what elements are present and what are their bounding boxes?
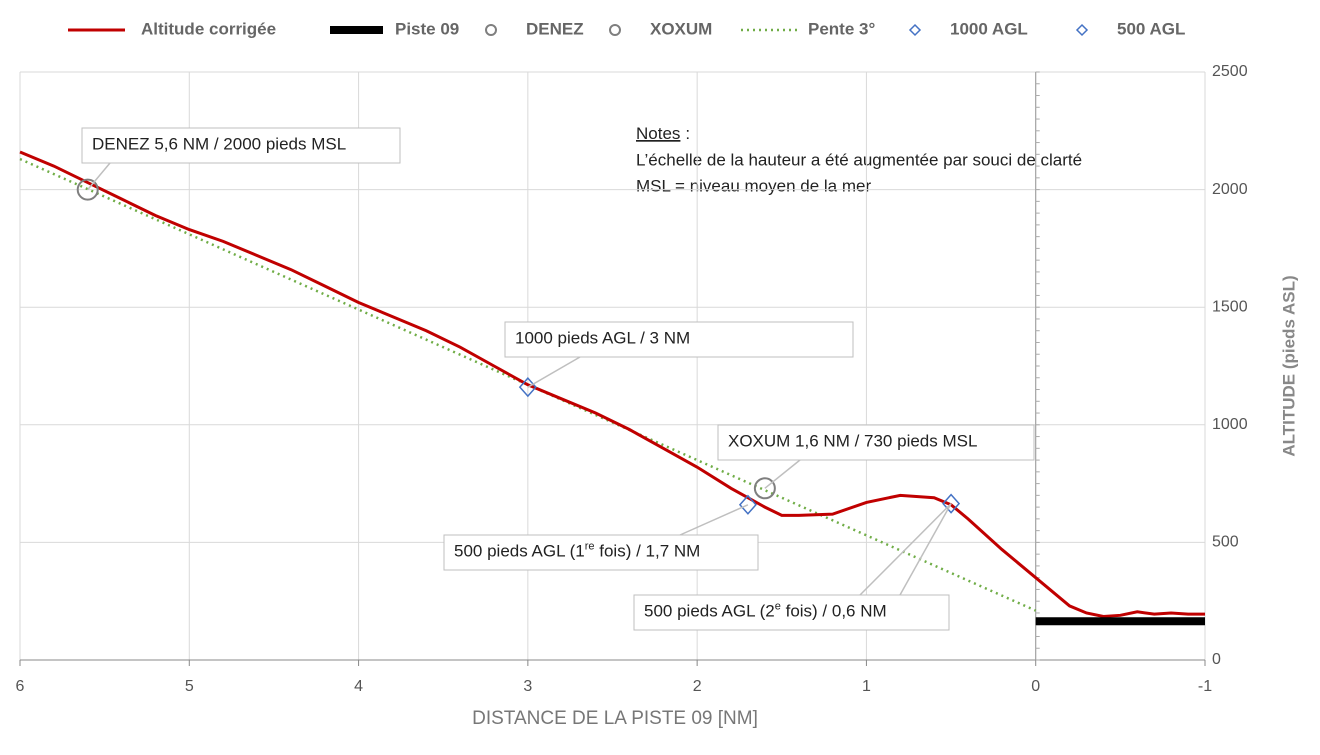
- agl-marker: [942, 493, 961, 514]
- legend-label: 1000 AGL: [950, 19, 1028, 38]
- y-tick-label: 2500: [1212, 63, 1248, 80]
- legend-label: 500 AGL: [1117, 19, 1185, 38]
- leader-line: [764, 459, 801, 489]
- legend-swatch: [1075, 23, 1089, 37]
- x-tick-label: 2: [693, 678, 702, 695]
- annotation-sup: e: [775, 600, 781, 612]
- legend-label: XOXUM: [650, 19, 712, 38]
- annotation-text-part: 500 pieds AGL (1: [454, 542, 585, 561]
- x-tick-label: 0: [1031, 678, 1040, 695]
- annotation-text: DENEZ 5,6 NM / 2000 pieds MSL: [92, 135, 346, 154]
- legend-swatch: [485, 24, 497, 36]
- y-tick-label: 2000: [1212, 181, 1248, 198]
- legend-swatch: [609, 24, 621, 36]
- notes-title: Notes:: [636, 124, 690, 143]
- y-tick-label: 500: [1212, 534, 1239, 551]
- notes-line: L’échelle de la hauteur a été augmentée …: [636, 150, 1082, 169]
- x-tick-label: -1: [1198, 678, 1212, 695]
- annotation-box: [633, 594, 950, 631]
- leader-line: [899, 503, 952, 596]
- waypoint-marker: [753, 477, 776, 500]
- agl-marker: [738, 494, 757, 515]
- leader-line: [527, 356, 581, 388]
- annotation-box: [443, 534, 759, 571]
- annotation-text-part: 1000 pieds AGL / 3 NM: [515, 329, 690, 348]
- legend-label: Pente 3°: [808, 19, 875, 38]
- x-tick-label: 1: [862, 678, 871, 695]
- annotation-box: [81, 127, 401, 164]
- leader-line: [87, 162, 111, 191]
- legend-swatch: [908, 23, 922, 37]
- notes-line: MSL = niveau moyen de la mer: [636, 176, 871, 195]
- annotation-text: 500 pieds AGL (1re fois) / 1,7 NM: [454, 540, 700, 561]
- annotation-text-part: 500 pieds AGL (2: [644, 602, 775, 621]
- annotation-text: 1000 pieds AGL / 3 NM: [515, 329, 690, 348]
- series-line: [19, 150, 1205, 618]
- x-tick-label: 3: [523, 678, 532, 695]
- annotation-sup: re: [585, 540, 595, 552]
- x-tick-label: 4: [354, 678, 363, 695]
- y-tick-label: 1500: [1212, 298, 1248, 315]
- y-axis-label: ALTITUDE (pieds ASL): [1279, 275, 1298, 456]
- annotation-text-part: XOXUM 1,6 NM / 730 pieds MSL: [728, 432, 977, 451]
- annotation-text: XOXUM 1,6 NM / 730 pieds MSL: [728, 432, 977, 451]
- annotation-text-part: DENEZ 5,6 NM / 2000 pieds MSL: [92, 135, 346, 154]
- notes-colon: :: [685, 124, 690, 143]
- annotation-box: [717, 424, 1035, 461]
- y-tick-label: 0: [1212, 651, 1221, 668]
- y-tick-label: 1000: [1212, 416, 1248, 433]
- annotation-text: 500 pieds AGL (2e fois) / 0,6 NM: [644, 600, 887, 621]
- annotation-text-part: fois) / 0,6 NM: [781, 602, 887, 621]
- annotation-text-part: fois) / 1,7 NM: [595, 542, 701, 561]
- x-tick-label: 6: [16, 678, 25, 695]
- leader-line: [859, 503, 952, 596]
- notes-title-text: Notes: [636, 124, 680, 143]
- x-axis-label: DISTANCE DE LA PISTE 09 [NM]: [472, 708, 758, 729]
- leader-line: [679, 504, 749, 536]
- annotation-box: [504, 321, 854, 358]
- legend-label: Altitude corrigée: [141, 19, 276, 38]
- x-tick-label: 5: [185, 678, 194, 695]
- legend-label: Piste 09: [395, 19, 459, 38]
- legend-label: DENEZ: [526, 19, 584, 38]
- waypoint-marker: [76, 178, 99, 201]
